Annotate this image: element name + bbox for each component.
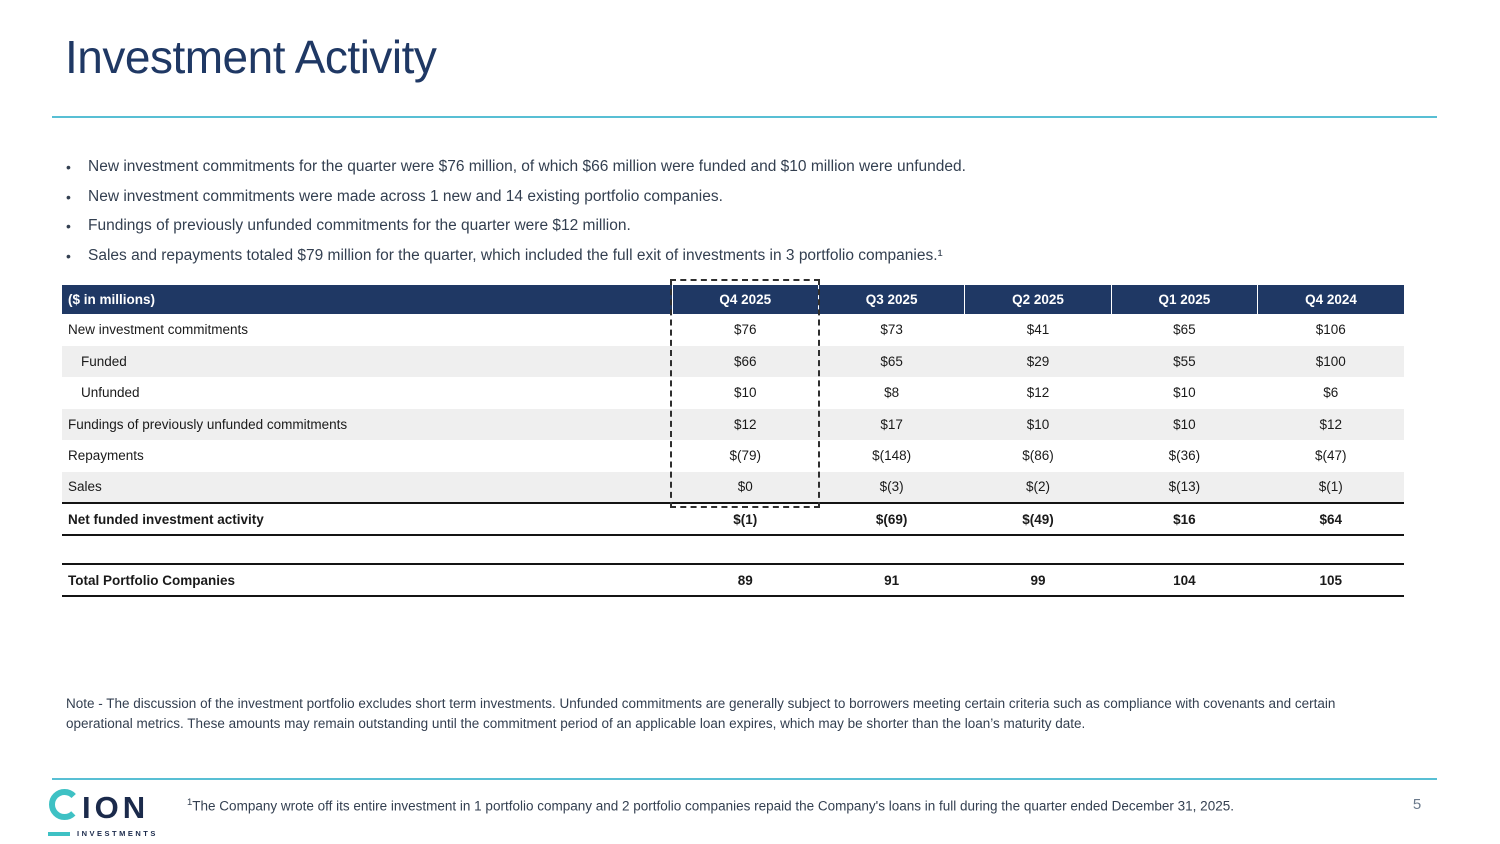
column-header-q4-2024: Q4 2024 <box>1257 285 1404 314</box>
cell-value: $64 <box>1257 502 1404 536</box>
bullet-icon: • <box>66 188 71 205</box>
bullet-icon: • <box>66 247 71 264</box>
investment-activity-table: ($ in millions) Q4 2025 Q3 2025 Q2 2025 … <box>62 279 1404 597</box>
cell-value: $(2) <box>964 471 1112 503</box>
cell-value: $66 <box>672 345 819 377</box>
cell-value: $65 <box>818 345 965 377</box>
cell-value: $73 <box>880 322 903 338</box>
cell-value: $12 <box>1257 408 1404 440</box>
cell-value: $10 <box>1173 385 1196 401</box>
cell-value: $12 <box>672 408 819 440</box>
bullet-text: New investment commitments were made acr… <box>88 187 723 205</box>
cell-value: $(69) <box>818 502 965 536</box>
column-header-q3-2025: Q3 2025 <box>817 285 965 314</box>
cell-value: $(13) <box>1111 471 1258 503</box>
title-divider <box>52 116 1437 118</box>
cell-value: 99 <box>964 563 1112 597</box>
column-header-q2-2025: Q2 2025 <box>964 285 1112 314</box>
cell-value: $55 <box>1111 345 1258 377</box>
cell-value: $(1) <box>672 502 819 536</box>
cell-value: $(49) <box>964 502 1112 536</box>
bullet-item: • Sales and repayments totaled $79 milli… <box>66 247 1426 266</box>
cell-value: 91 <box>818 563 965 597</box>
page-title: Investment Activity <box>65 31 437 83</box>
row-label: Sales <box>62 471 673 503</box>
cell-value: $29 <box>964 345 1112 377</box>
cell-value: $10 <box>733 385 757 401</box>
cell-value: $(86) <box>1022 448 1054 464</box>
net-funded-activity-row: Net funded investment activity $(1) $(69… <box>62 502 1404 536</box>
cion-logo-wordmark: ION <box>48 788 168 826</box>
cion-logo: ION INVESTMENTS <box>48 788 168 838</box>
cell-value: 104 <box>1111 563 1258 597</box>
column-header-q4-2025: Q4 2025 <box>671 285 819 314</box>
cell-value: $(36) <box>1168 448 1201 464</box>
bullet-text: Fundings of previously unfunded commitme… <box>88 217 631 234</box>
cell-value: $65 <box>1173 322 1196 338</box>
cell-value: $0 <box>672 471 819 503</box>
table-row: Unfunded $10 $8 $12 $10 $6 <box>62 377 1404 409</box>
table-header-row: ($ in millions) Q4 2025 Q3 2025 Q2 2025 … <box>62 285 1404 314</box>
logo-dash-icon <box>48 831 70 836</box>
table-row: Repayments $(79) $(148) $(86) $(36) $(47… <box>62 440 1404 472</box>
row-label: Net funded investment activity <box>62 502 673 536</box>
cell-value: $8 <box>884 385 900 401</box>
table-row: Fundings of previously unfunded commitme… <box>62 408 1404 440</box>
data-table: ($ in millions) Q4 2025 Q3 2025 Q2 2025 … <box>62 285 1404 597</box>
cell-value: $6 <box>1323 385 1339 401</box>
column-header-unit: ($ in millions) <box>62 285 673 314</box>
cell-value: $(47) <box>1315 448 1347 464</box>
cell-value: $100 <box>1257 345 1404 377</box>
bullet-text: New investment commitments for the quart… <box>88 158 966 175</box>
cell-value: $(1) <box>1257 471 1404 503</box>
cell-value: $(148) <box>872 448 912 464</box>
row-label: Unfunded <box>81 385 140 401</box>
footnote-superscript: 1 <box>187 797 193 808</box>
cell-value: $41 <box>1026 322 1050 338</box>
cell-value: 105 <box>1257 563 1404 597</box>
table-row: Funded $66 $65 $29 $55 $100 <box>62 345 1404 377</box>
bullet-item: • New investment commitments for the qua… <box>66 158 1426 177</box>
row-label: New investment commitments <box>68 322 249 338</box>
cell-value: $76 <box>733 322 757 338</box>
total-portfolio-companies-row: Total Portfolio Companies 89 91 99 104 1… <box>62 563 1404 597</box>
logo-text: ION <box>82 789 150 825</box>
note-text: Note - The discussion of the investment … <box>66 696 1336 731</box>
cion-c-ring-icon <box>48 788 81 826</box>
page-number: 5 <box>1412 796 1422 813</box>
cell-value: $10 <box>1111 408 1258 440</box>
cell-value: $106 <box>1315 322 1346 338</box>
spacer-row <box>62 535 1404 564</box>
cell-value: 89 <box>672 563 819 597</box>
cell-value: $(79) <box>729 448 761 464</box>
bullet-icon: • <box>66 218 71 234</box>
cell-value: $17 <box>818 408 965 440</box>
row-label: Repayments <box>68 448 144 464</box>
table-row: New investment commitments $76 $73 $41 $… <box>62 314 1404 346</box>
row-label: Fundings of previously unfunded commitme… <box>62 408 673 440</box>
column-header-q1-2025: Q1 2025 <box>1110 285 1258 314</box>
footer-divider <box>52 778 1437 780</box>
row-label: Funded <box>62 345 673 377</box>
row-label: Total Portfolio Companies <box>62 563 673 597</box>
cell-value: $10 <box>964 408 1112 440</box>
cion-logo-subline: INVESTMENTS <box>48 829 168 838</box>
footnote-body: The Company wrote off its entire investm… <box>192 798 1234 814</box>
bullet-item: • New investment commitments were made a… <box>66 188 1426 207</box>
logo-subtext: INVESTMENTS <box>77 829 158 838</box>
cell-value: $12 <box>1026 385 1050 401</box>
bullet-list: • New investment commitments for the qua… <box>66 158 1426 276</box>
footnote-text: 1The Company wrote off its entire invest… <box>187 796 1287 817</box>
bullet-item: • Fundings of previously unfunded commit… <box>66 217 1426 236</box>
cell-value: $16 <box>1111 502 1258 536</box>
table-row: Sales $0 $(3) $(2) $(13) $(1) <box>62 471 1404 503</box>
bullet-text: Sales and repayments totaled $79 million… <box>88 246 943 264</box>
cell-value: $(3) <box>818 471 965 503</box>
bullet-icon: • <box>66 159 71 175</box>
